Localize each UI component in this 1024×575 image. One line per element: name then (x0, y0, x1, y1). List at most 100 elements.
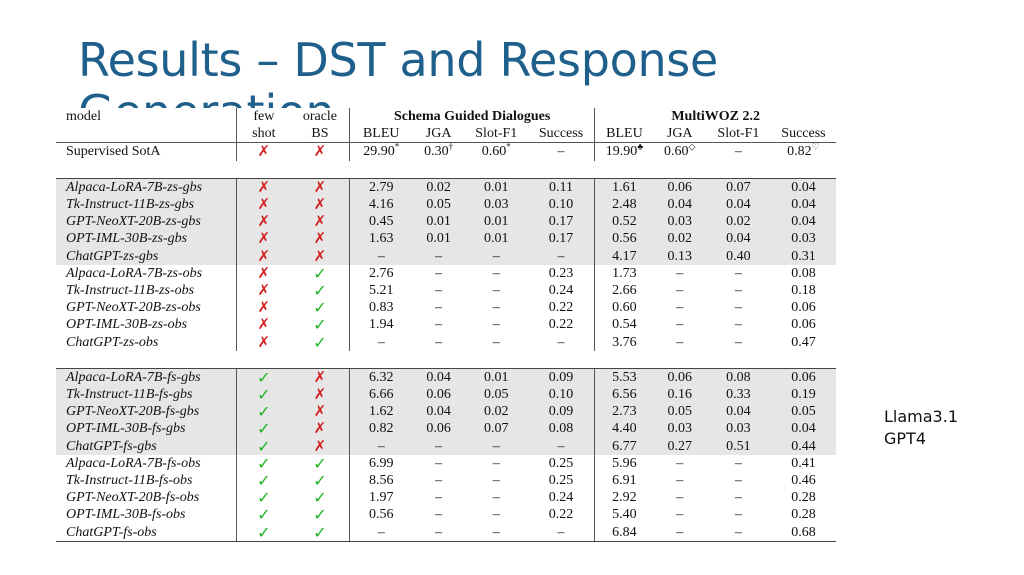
value-cell: 0.01 (464, 213, 528, 231)
cross-icon: ✗ (290, 437, 350, 455)
slide-title-continuation: Generation (78, 86, 335, 108)
value-cell: – (435, 334, 443, 350)
value-cell: 0.30† (412, 142, 465, 161)
cross-icon: ✗ (290, 403, 350, 421)
value-cell: – (734, 282, 742, 298)
check-icon: ✓ (313, 488, 327, 508)
value-cell: – (492, 490, 500, 506)
value-cell: 0.41 (791, 455, 816, 471)
value-cell: – (676, 334, 684, 350)
value-cell: – (412, 523, 465, 542)
value-cell: 0.17 (527, 230, 595, 248)
value-cell: 0.06 (791, 317, 816, 333)
table-row: Alpaca-LoRA-7B-fs-gbs ✓ ✗ 6.32 0.04 0.01 0.09 5… (56, 367, 836, 386)
cross-icon: ✗ (290, 195, 350, 214)
value-cell: 0.04 (705, 195, 771, 214)
table-row: ChatGPT-zs-gbs ✗ ✗ – – – –4.17 0.13 0.40 0.31 (56, 247, 836, 265)
value-cell: 0.01 (464, 177, 528, 196)
value-cell: 2.76 (349, 264, 413, 282)
value-cell: 6.77 (594, 437, 654, 455)
check-icon: ✓ (235, 506, 291, 524)
value-cell: 0.08 (705, 367, 771, 386)
value-cell: 0.23 (548, 265, 574, 281)
value-cell: 0.09 (527, 403, 595, 421)
value-cell: – (492, 265, 500, 281)
value-cell: – (492, 282, 500, 298)
value-cell: 0.60* (464, 142, 528, 161)
value-cell: 0.25 (548, 455, 574, 471)
value-cell: – (349, 437, 413, 455)
value-cell: 0.06 (791, 300, 816, 316)
table-row: Alpaca-LoRA-7B-zs-gbs ✗ ✗ 2.79 0.02 0.01 0.11 1… (56, 177, 836, 196)
model-name: ChatGPT-zs-gbs (56, 247, 237, 265)
value-cell: 0.06 (770, 367, 836, 386)
slide-title: Results – DST and Response (78, 33, 718, 87)
value-cell: 4.16 (349, 195, 413, 214)
value-cell: 1.61 (594, 177, 654, 196)
results-table: model few oracle Schema Guided Dialogues… (56, 108, 836, 542)
results-table-image: model few oracle Schema Guided Dialogues… (56, 108, 836, 551)
value-cell: 0.06 (412, 420, 465, 438)
value-cell: – (676, 282, 684, 298)
table-row: Supervised SotA ✗ ✗ 29.90* 0.30† 0.60* –19.90♣… (56, 142, 836, 161)
cross-icon: ✗ (235, 230, 291, 248)
value-cell: 0.28 (791, 507, 816, 523)
check-icon: ✓ (235, 403, 291, 421)
header-mwoz-group: MultiWOZ 2.2 (594, 108, 836, 126)
value-cell: 0.08 (527, 420, 595, 438)
value-cell: 0.04 (653, 195, 706, 214)
model-name: OPT-IML-30B-zs-obs (66, 317, 188, 333)
value-cell: 0.68 (770, 523, 836, 542)
value-cell: 0.40 (705, 247, 771, 265)
value-cell: 0.27 (653, 437, 706, 455)
value-cell: – (676, 473, 684, 489)
cross-icon: ✗ (235, 142, 291, 161)
value-cell: – (557, 334, 565, 350)
value-cell: – (734, 334, 742, 350)
value-cell: – (676, 490, 684, 506)
table-header-row-2: shot BS BLEU JGA Slot-F1 Success BLEU JG… (56, 125, 836, 143)
check-icon: ✓ (235, 489, 291, 507)
table-row: OPT-IML-30B-zs-obs ✗ ✓ 1.94 – – 0.22 0.54 – – 0.06 (56, 316, 836, 334)
value-cell: 0.04 (770, 213, 836, 231)
cross-icon: ✗ (235, 213, 291, 231)
value-cell: – (412, 437, 465, 455)
value-cell: – (676, 300, 684, 316)
model-name: ChatGPT-fs-gbs (56, 437, 237, 455)
header-mwoz-success: Success (781, 126, 826, 142)
value-cell: 0.04 (770, 195, 836, 214)
model-name: OPT-IML-30B-zs-gbs (56, 230, 237, 248)
table-row: GPT-NeoXT-20B-fs-gbs ✓ ✗ 1.62 0.04 0.02 0.09 2.… (56, 403, 836, 421)
header-sgd-bleu: BLEU (349, 125, 413, 143)
cross-icon: ✗ (235, 177, 291, 196)
header-sgd-jga: JGA (425, 126, 452, 142)
value-cell: 0.05 (653, 403, 706, 421)
value-cell: 0.82♡ (770, 142, 836, 161)
value-cell: – (734, 490, 742, 506)
model-name: Alpaca-LoRA-7B-fs-gbs (56, 367, 237, 386)
cross-icon: ✗ (290, 420, 350, 438)
model-name: OPT-IML-30B-fs-gbs (56, 420, 237, 438)
value-cell: – (435, 300, 443, 316)
value-cell: 5.53 (594, 367, 654, 386)
model-name: Tk-Instruct-11B-fs-obs (66, 473, 193, 489)
table-row: Alpaca-LoRA-7B-zs-obs ✗ ✓ 2.76 – – 0.23 1.73 – – 0… (56, 264, 836, 282)
value-cell: 0.04 (770, 420, 836, 438)
model-name: ChatGPT-fs-obs (56, 523, 237, 542)
value-cell: 0.25 (548, 473, 574, 489)
value-cell: 2.73 (594, 403, 654, 421)
value-cell: 0.24 (548, 282, 574, 298)
table-row: Tk-Instruct-11B-zs-gbs ✗ ✗ 4.16 0.05 0.03 0.10… (56, 195, 836, 214)
value-cell: – (435, 490, 443, 506)
value-cell: 0.46 (791, 473, 816, 489)
value-cell: 0.52 (594, 213, 654, 231)
cross-icon: ✗ (235, 247, 291, 265)
value-cell: 0.19 (770, 386, 836, 404)
value-cell: – (527, 142, 595, 161)
note-gpt4: GPT4 (884, 429, 926, 448)
value-cell: – (492, 317, 500, 333)
side-note: Llama3.1 GPT4 (884, 406, 958, 450)
value-cell: 0.05 (464, 386, 528, 404)
value-cell: 0.60◇ (653, 142, 706, 161)
value-cell: 6.84 (594, 523, 654, 542)
